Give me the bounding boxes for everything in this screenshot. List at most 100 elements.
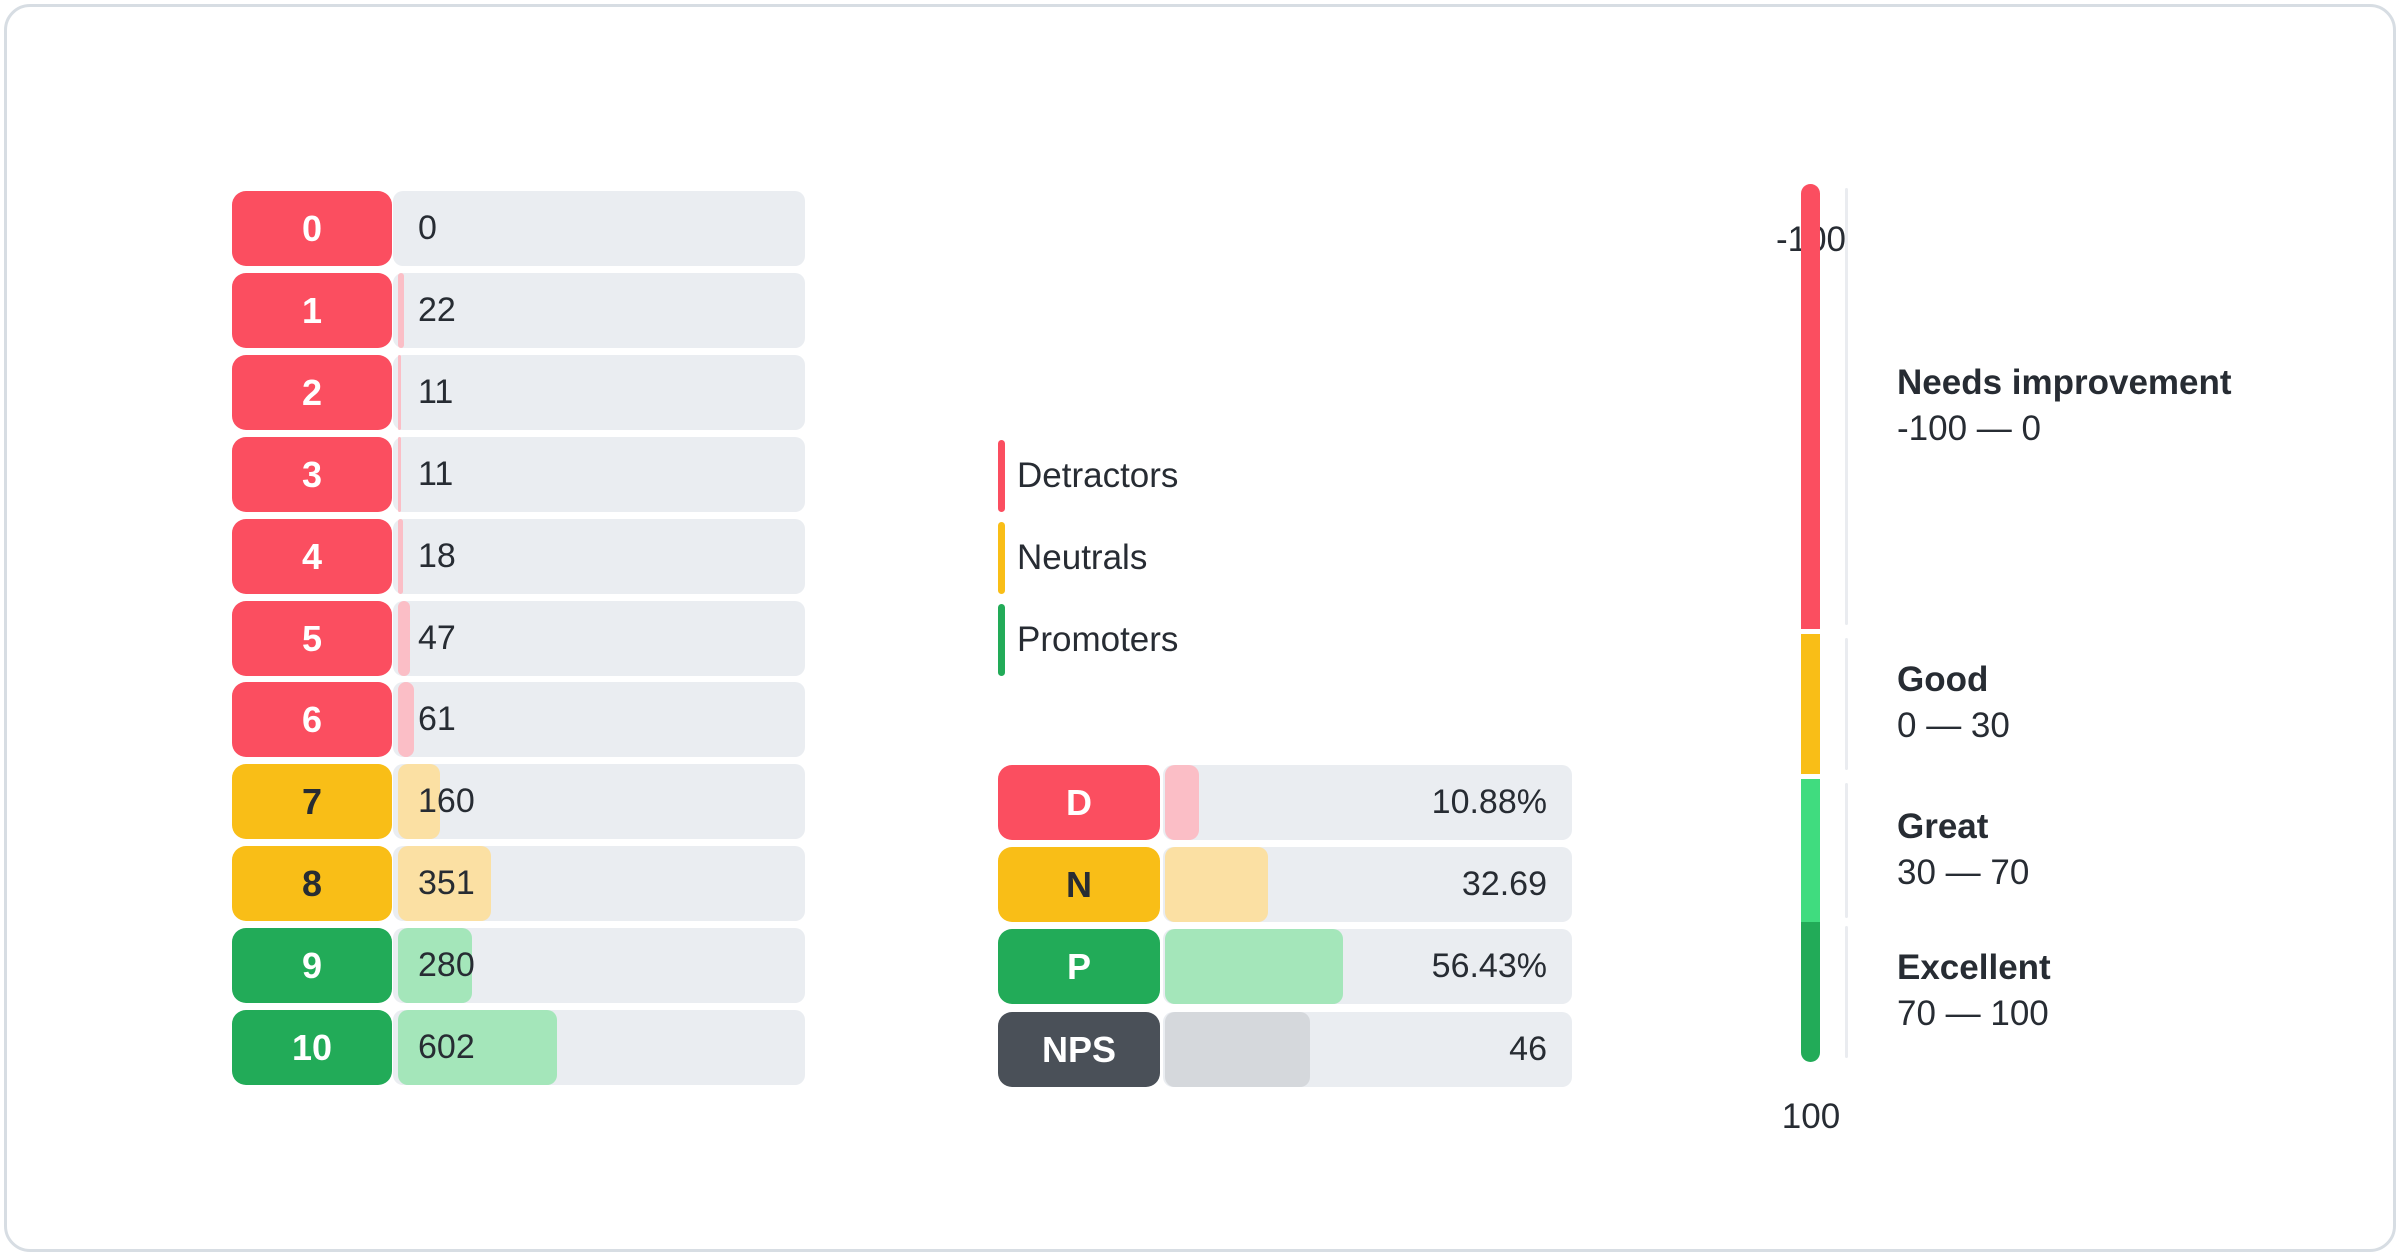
legend-label: Neutrals	[1017, 537, 1148, 577]
chart-legend: Detractors Neutrals Promoters	[998, 438, 1418, 678]
score-badge: 9	[232, 928, 392, 1003]
summary-bar	[1165, 847, 1268, 922]
summary-badge-d: D	[998, 765, 1160, 840]
score-count: 11	[418, 373, 454, 411]
score-count: 602	[418, 1028, 475, 1066]
score-badge: 10	[232, 1010, 392, 1085]
score-count: 47	[418, 619, 456, 657]
summary-value: 56.43%	[1431, 947, 1547, 985]
score-row: 2 11	[232, 355, 806, 430]
score-count: 61	[418, 700, 456, 738]
summary-track	[1163, 765, 1572, 840]
score-row: 1 22	[232, 273, 806, 348]
score-badge: 4	[232, 519, 392, 594]
score-count: 351	[418, 864, 475, 902]
legend-label: Detractors	[1017, 455, 1179, 495]
score-count: 11	[418, 455, 454, 493]
gauge-zone-title: Great	[1897, 807, 1989, 846]
score-track	[393, 682, 805, 757]
score-track	[393, 601, 805, 676]
score-track	[393, 355, 805, 430]
score-count: 280	[418, 946, 475, 984]
gauge-zone-label: Good 0 — 30	[1897, 657, 2317, 749]
summary-value: 46	[1509, 1030, 1547, 1068]
gauge-zone-segment	[1801, 922, 1820, 1062]
score-bar	[398, 273, 404, 348]
summary-row-p: P 56.43%	[998, 929, 1572, 1004]
gauge-max-positive-label: 100	[1781, 1097, 1841, 1136]
score-bar	[398, 355, 401, 430]
summary-bar	[1165, 765, 1199, 840]
score-badge: 5	[232, 601, 392, 676]
score-count: 0	[418, 209, 437, 247]
score-row: 9 280	[232, 928, 806, 1003]
gauge-zone-title: Good	[1897, 660, 1989, 699]
legend-item-detractors[interactable]: Detractors	[998, 438, 1178, 513]
score-row: 10 602	[232, 1010, 806, 1085]
score-row: 5 47	[232, 601, 806, 676]
score-bar	[398, 928, 472, 1003]
summary-row-n: N 32.69	[998, 847, 1572, 922]
gauge-zone-label: Excellent 70 — 100	[1897, 945, 2317, 1037]
score-badge: 1	[232, 273, 392, 348]
nps-summary-chart: D 10.88% N 32.69 P 56.43% NPS 46	[998, 765, 1572, 1095]
legend-item-neutrals[interactable]: Neutrals	[998, 520, 1147, 595]
score-badge: 0	[232, 191, 392, 266]
summary-badge-n: N	[998, 847, 1160, 922]
score-distribution-chart: 0 0 1 22 2 11 3 11 4 18 5 47 6 61 7 160 8 351 9 280 10 602	[232, 191, 806, 1085]
score-bar	[398, 682, 414, 757]
gauge-zone-range: 30 — 70	[1897, 853, 2030, 892]
legend-color-tick	[998, 603, 1005, 676]
score-bar	[398, 437, 401, 512]
gauge-rail-segment	[1845, 783, 1848, 918]
gauge-rail-segment	[1845, 638, 1848, 770]
summary-badge-nps: NPS	[998, 1012, 1160, 1087]
legend-label: Promoters	[1017, 619, 1179, 659]
score-row: 3 11	[232, 437, 806, 512]
gauge-zone-range: 0 — 30	[1897, 706, 2010, 745]
score-badge: 7	[232, 764, 392, 839]
score-row: 6 61	[232, 682, 806, 757]
summary-row-d: D 10.88%	[998, 765, 1572, 840]
gauge-zone-range: 70 — 100	[1897, 994, 2049, 1033]
score-row: 4 18	[232, 519, 806, 594]
summary-value: 10.88%	[1431, 783, 1547, 821]
score-count: 22	[418, 291, 456, 329]
score-bar	[398, 601, 410, 676]
gauge-zone-label: Great 30 — 70	[1897, 804, 2317, 896]
summary-bar	[1165, 1012, 1310, 1087]
score-track	[393, 437, 805, 512]
gauge-rail-segment	[1845, 188, 1848, 625]
gauge-zone-range: -100 — 0	[1897, 409, 2041, 448]
summary-badge-p: P	[998, 929, 1160, 1004]
score-bar	[398, 519, 403, 594]
score-bar	[398, 1010, 557, 1085]
gauge-body: Needs improvement -100 — 0 Good 0 — 30 Great…	[1740, 100, 2360, 1160]
score-badge: 8	[232, 846, 392, 921]
gauge-zone-segment	[1801, 779, 1820, 922]
summary-value: 32.69	[1461, 865, 1547, 903]
legend-color-tick	[998, 439, 1005, 512]
score-bar	[398, 846, 491, 921]
summary-row-nps: NPS 46	[998, 1012, 1572, 1087]
legend-item-promoters[interactable]: Promoters	[998, 602, 1178, 677]
legend-color-tick	[998, 521, 1005, 594]
gauge-zone-segment	[1801, 184, 1820, 629]
gauge-zone-label: Needs improvement -100 — 0	[1897, 360, 2317, 452]
score-badge: 6	[232, 682, 392, 757]
score-bar	[398, 764, 440, 839]
score-count: 160	[418, 782, 475, 820]
score-badge: 3	[232, 437, 392, 512]
score-track	[393, 764, 805, 839]
score-badge: 2	[232, 355, 392, 430]
score-row: 7 160	[232, 764, 806, 839]
score-row: 8 351	[232, 846, 806, 921]
gauge-rail-segment	[1845, 926, 1848, 1058]
score-count: 18	[418, 537, 456, 575]
score-track	[393, 191, 805, 266]
score-track	[393, 273, 805, 348]
gauge-zone-title: Excellent	[1897, 948, 2051, 987]
